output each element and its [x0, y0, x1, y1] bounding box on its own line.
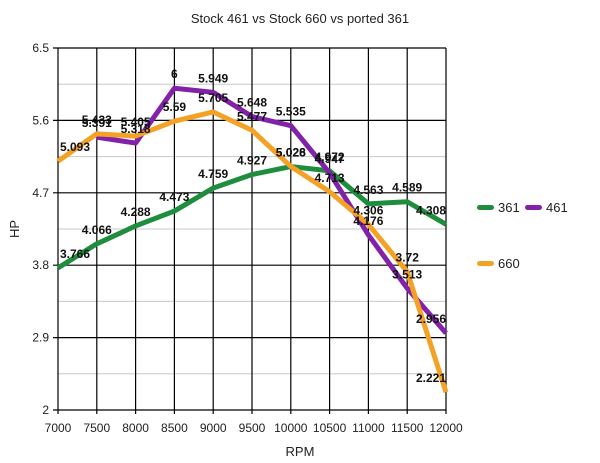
data-label-660: 5.705 — [198, 91, 228, 105]
x-tick-label: 11000 — [352, 421, 385, 435]
legend-swatch-361 — [477, 205, 494, 210]
data-label-361: 4.563 — [353, 183, 383, 197]
data-label-660: 4.306 — [353, 203, 383, 217]
data-label-361: 4.589 — [392, 181, 422, 195]
data-label-461: 5.949 — [198, 71, 228, 85]
chart-title: Stock 461 vs Stock 660 vs ported 361 — [191, 11, 409, 26]
legend-item-660[interactable]: 660 — [477, 256, 520, 271]
data-label-361: 4.972 — [315, 150, 345, 164]
data-label-660: 5.028 — [276, 145, 306, 159]
data-label-660: 5.477 — [237, 109, 267, 123]
data-label-361: 4.066 — [82, 223, 112, 237]
data-label-461: 5.318 — [121, 122, 151, 136]
data-label-361: 3.766 — [60, 247, 90, 261]
y-tick-label: 6.5 — [32, 41, 49, 55]
data-label-461: 5.391 — [82, 116, 112, 130]
data-label-461: 4.176 — [353, 214, 383, 228]
y-tick-label: 4.7 — [32, 186, 49, 200]
legend-label-361: 361 — [498, 200, 520, 215]
x-tick-label: 7000 — [45, 421, 72, 435]
data-label-361: 4.759 — [198, 167, 228, 181]
data-label-660: 5.093 — [60, 140, 90, 154]
axes: 2 2.9 3.8 4.7 5.6 6.5 7000 7500 8000 8500 9000 9500… — [32, 41, 463, 435]
x-tick-label: 8000 — [122, 421, 149, 435]
data-label-660: 5.59 — [163, 100, 187, 114]
x-tick-label: 8500 — [161, 421, 188, 435]
data-label-461: 5.535 — [276, 105, 306, 119]
data-label-461: 5.648 — [237, 96, 267, 110]
series-line-660[interactable] — [56, 109, 449, 393]
legend-item-461[interactable]: 461 — [525, 200, 568, 215]
data-label-461: 6 — [171, 67, 178, 81]
x-axis-title: RPM — [286, 444, 315, 459]
y-tick-label: 5.6 — [32, 113, 49, 127]
data-label-660: 2.221 — [416, 371, 446, 385]
legend-swatch-660 — [477, 261, 494, 266]
data-label-361: 5.026 — [276, 146, 306, 160]
series-line-361[interactable] — [56, 164, 448, 271]
data-label-660: 4.713 — [315, 171, 345, 185]
data-label-461: 3.513 — [392, 267, 422, 281]
y-tick-label: 3.8 — [32, 258, 49, 272]
x-tick-label: 11500 — [391, 421, 424, 435]
data-label-361: 4.473 — [159, 190, 189, 204]
legend-label-660: 660 — [498, 256, 520, 271]
x-tick-label: 12000 — [429, 421, 463, 435]
data-label-660: 5.405 — [121, 115, 151, 129]
data-label-461: 4.947 — [315, 152, 345, 166]
x-tick-label: 10500 — [313, 421, 347, 435]
data-label-361: 4.927 — [237, 154, 267, 168]
legend-item-361[interactable]: 361 — [477, 200, 520, 215]
data-label-461: 2.956 — [416, 312, 446, 326]
legend: 361 461 660 — [477, 200, 568, 271]
data-label-660: 3.72 — [396, 251, 420, 265]
legend-swatch-461 — [525, 205, 542, 210]
data-label-361: 4.288 — [121, 205, 151, 219]
x-tick-label: 9000 — [200, 421, 227, 435]
y-axis-title: HP — [7, 220, 22, 238]
y-tick-label: 2 — [42, 403, 49, 417]
y-tick-label: 2.9 — [32, 331, 49, 345]
data-label-361: 4.308 — [416, 203, 446, 217]
gridlines — [53, 47, 447, 414]
series-lines — [56, 85, 449, 393]
series-line-461[interactable] — [96, 85, 448, 335]
x-tick-label: 10000 — [274, 421, 308, 435]
data-labels: 3.766 4.066 4.288 4.473 4.759 4.927 5.026 4.972… — [60, 67, 446, 385]
legend-label-461: 461 — [546, 200, 568, 215]
x-tick-label: 7500 — [83, 421, 110, 435]
x-tick-label: 9500 — [239, 421, 266, 435]
data-label-660: 5.433 — [82, 113, 112, 127]
